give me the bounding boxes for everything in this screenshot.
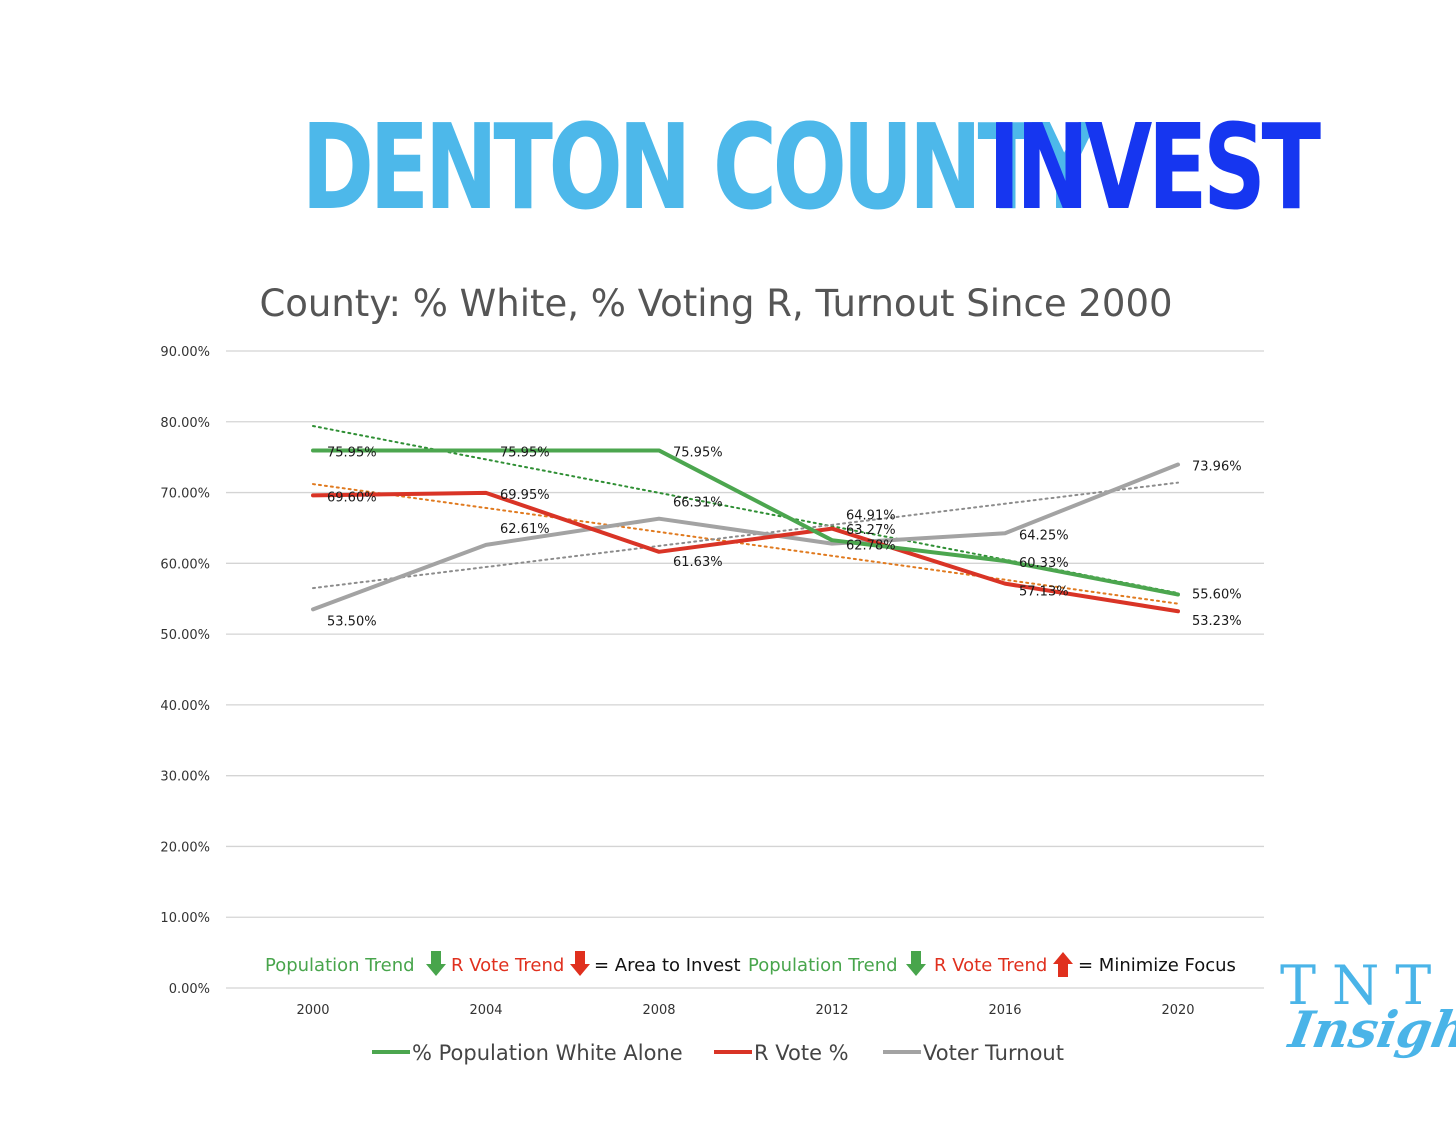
data-label: 75.95% — [500, 445, 550, 460]
x-tick-label: 2016 — [988, 1003, 1021, 1018]
y-tick-label: 80.00% — [160, 416, 210, 431]
logo-line-1: TNT — [1280, 954, 1448, 1017]
svg-text:Population Trend: Population Trend — [265, 955, 415, 976]
annotation-right-result: = Minimize Focus — [1078, 955, 1236, 976]
data-label: 62.61% — [500, 522, 550, 537]
data-label: 75.95% — [327, 445, 377, 460]
y-tick-label: 50.00% — [160, 628, 210, 643]
x-tick-label: 2000 — [296, 1003, 329, 1018]
y-tick-label: 40.00% — [160, 699, 210, 714]
logo-line-2: Insights — [1284, 1000, 1456, 1059]
y-tick-label: 0.00% — [169, 982, 210, 997]
data-label: 64.25% — [1019, 528, 1069, 543]
svg-text:= Minimize Focus: = Minimize Focus — [1078, 955, 1236, 976]
data-label: 64.91% — [846, 509, 896, 524]
x-tick-label: 2012 — [815, 1003, 848, 1018]
legend-label: R Vote % — [754, 1041, 849, 1065]
annotation-right-vote-label: R Vote Trend — [934, 955, 1047, 976]
x-tick-label: 2004 — [469, 1003, 502, 1018]
data-label: 69.95% — [500, 488, 550, 503]
data-label: 60.33% — [1019, 556, 1069, 571]
data-label: 61.63% — [673, 555, 723, 570]
data-label: 63.27% — [846, 523, 896, 538]
trendline — [312, 481, 1179, 590]
y-tick-label: 30.00% — [160, 770, 210, 785]
series-line — [311, 462, 1180, 612]
series-line — [311, 490, 1180, 614]
y-tick-label: 10.00% — [160, 911, 210, 926]
y-tick-label: 20.00% — [160, 840, 210, 855]
down-arrow-icon — [906, 951, 926, 976]
svg-text:Population Trend: Population Trend — [748, 955, 898, 976]
up-arrow-icon — [1053, 952, 1073, 977]
svg-text:R Vote Trend: R Vote Trend — [451, 955, 564, 976]
trend-annotation: Population Trend R Vote Trend = Area to … — [265, 951, 1236, 977]
data-label: 69.60% — [327, 490, 377, 505]
data-label: 75.95% — [673, 445, 723, 460]
legend: % Population White Alone R Vote % Voter Tu… — [372, 1041, 1064, 1065]
data-label: 53.23% — [1192, 614, 1242, 629]
annotation-left-vote-label: R Vote Trend — [451, 955, 564, 976]
data-label: 55.60% — [1192, 587, 1242, 602]
data-labels: 75.95% 75.95% 75.95% 63.27% 60.33% 55.60% 69.6… — [327, 445, 1242, 629]
series-lines — [311, 448, 1180, 614]
down-arrow-icon — [570, 951, 590, 976]
page-title: DENTON COUNTYINVEST — [0, 92, 1456, 242]
annotation-left-result: = Area to Invest — [594, 955, 741, 976]
grid-lines — [226, 350, 1264, 989]
svg-text:= Area to Invest: = Area to Invest — [594, 955, 741, 976]
x-tick-label: 2020 — [1161, 1003, 1194, 1018]
series-line — [311, 448, 1180, 597]
annotation-left-population-label: Population Trend — [265, 955, 415, 976]
tnt-insights-logo: TNT Insights — [1280, 954, 1456, 1066]
y-tick-label: 90.00% — [160, 345, 210, 360]
x-axis: 2000 2004 2008 2012 2016 2020 — [296, 1003, 1194, 1018]
data-label: 73.96% — [1192, 460, 1242, 475]
trendline — [312, 483, 1179, 605]
legend-label: Voter Turnout — [923, 1041, 1064, 1065]
chart-title: County: % White, % Voting R, Turnout Sin… — [259, 282, 1172, 325]
annotation-right-population-label: Population Trend — [748, 955, 898, 976]
data-label: 62.78% — [846, 539, 896, 554]
title-part-denton-county: DENTON COUNTY — [301, 98, 1096, 236]
data-label: 57.13% — [1019, 585, 1069, 600]
svg-text:R Vote Trend: R Vote Trend — [934, 955, 1047, 976]
y-axis: 0.00% 10.00% 20.00% 30.00% 40.00% 50.00% 60.00… — [160, 345, 210, 997]
y-tick-label: 70.00% — [160, 487, 210, 502]
data-label: 66.31% — [673, 496, 723, 511]
title-part-invest: INVEST — [987, 98, 1321, 236]
x-tick-label: 2008 — [642, 1003, 675, 1018]
data-label: 53.50% — [327, 614, 377, 629]
legend-label: % Population White Alone — [412, 1041, 683, 1065]
down-arrow-icon — [426, 951, 446, 976]
y-tick-label: 60.00% — [160, 557, 210, 572]
